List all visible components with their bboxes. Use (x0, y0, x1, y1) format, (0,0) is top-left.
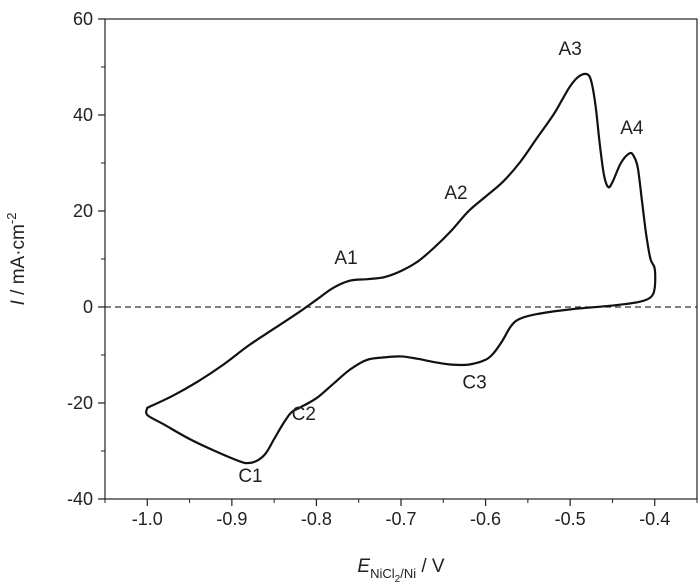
x-tick-label: -0.8 (301, 509, 332, 529)
y-tick-label: 20 (73, 201, 93, 221)
peak-label-a4: A4 (620, 118, 644, 139)
x-axis-title: ENiCl2/Ni / V (357, 556, 445, 584)
x-tick-label: -0.7 (385, 509, 416, 529)
peak-label-c2: C2 (292, 404, 316, 425)
x-tick-label: -0.5 (555, 509, 586, 529)
x-tick-label: -1.0 (132, 509, 163, 529)
peak-label-a1: A1 (334, 248, 357, 269)
peak-annotations: A1 A2 A3 A4 C1 C2 C3 (238, 39, 644, 487)
x-tick-label: -0.4 (639, 509, 670, 529)
y-tick-label: 40 (73, 105, 93, 125)
x-tick-label: -0.9 (216, 509, 247, 529)
peak-label-c3: C3 (462, 373, 486, 394)
axis-ticks (98, 18, 698, 506)
y-tick-label: 0 (83, 297, 93, 317)
peak-label-a3: A3 (559, 39, 582, 60)
tick-labels: -1.0 -0.9 -0.8 -0.7 -0.6 -0.5 -0.4 -40 -20 0 20 40 6… (67, 9, 670, 529)
cv-curve (144, 72, 657, 465)
peak-label-a2: A2 (444, 183, 467, 204)
y-tick-label: -40 (67, 489, 93, 509)
y-tick-label: 60 (73, 9, 93, 29)
peak-label-c1: C1 (238, 466, 262, 487)
y-axis-title: I / mA·cm-2 (4, 213, 29, 306)
y-tick-label: -20 (67, 393, 93, 413)
plot-frame (104, 18, 698, 500)
x-tick-label: -0.6 (470, 509, 501, 529)
